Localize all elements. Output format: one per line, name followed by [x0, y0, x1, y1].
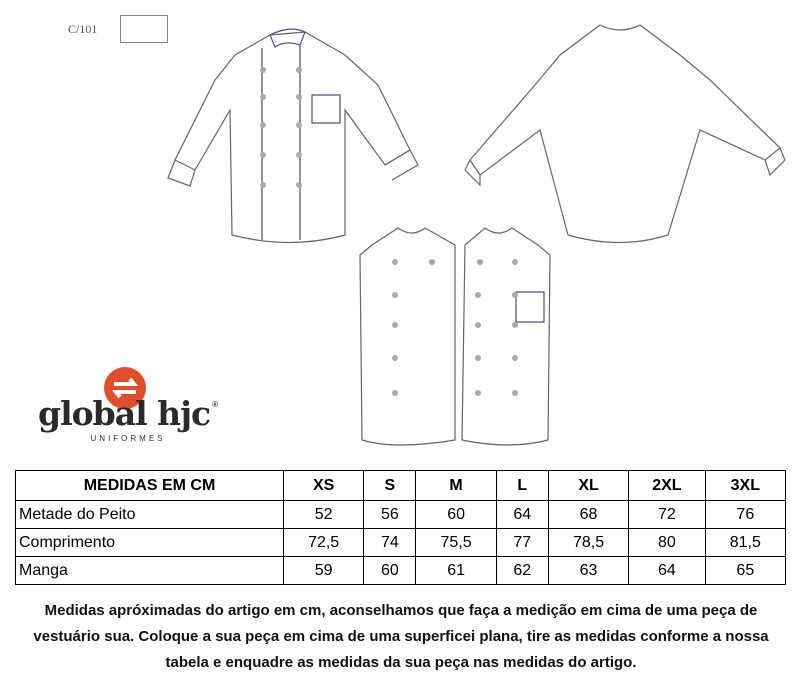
cell: 78,5 — [547, 528, 630, 557]
cell: 74 — [363, 528, 417, 557]
cell: 60 — [363, 556, 417, 585]
back-jacket-drawing — [464, 24, 786, 244]
garment-technical-drawing — [167, 24, 786, 446]
cell: 76 — [704, 500, 787, 529]
cell: 61 — [415, 556, 497, 585]
table-row: Comprimento 72,5 74 75,5 77 78,5 80 81,5 — [15, 528, 787, 557]
cell: 81,5 — [704, 528, 787, 557]
logo-registered-mark: ® — [212, 400, 219, 409]
front-jacket-drawing — [167, 28, 419, 244]
cell: 80 — [628, 528, 706, 557]
table-header-row: MEDIDAS EM CM XS S M L XL 2XL 3XL — [15, 470, 787, 501]
cell: 64 — [628, 556, 706, 585]
drawing-code: C/101 — [68, 22, 98, 36]
cell: 59 — [282, 556, 365, 585]
row-label: Metade do Peito — [15, 500, 284, 529]
cell: 72,5 — [282, 528, 365, 557]
row-label: Manga — [15, 556, 284, 585]
cell: 75,5 — [415, 528, 497, 557]
logo-subtitle: UNIFORMES — [90, 434, 166, 443]
header-cell: MEDIDAS EM CM — [15, 470, 284, 501]
table-row: Metade do Peito 52 56 60 64 68 72 76 — [15, 500, 787, 529]
cell: 68 — [547, 500, 630, 529]
cell: 77 — [495, 528, 549, 557]
logo-mark — [104, 367, 146, 409]
header-cell: 2XL — [628, 470, 706, 501]
cell: 56 — [363, 500, 417, 529]
header-cell: XS — [282, 470, 365, 501]
header-cell: L — [495, 470, 549, 501]
cell: 65 — [704, 556, 787, 585]
cell: 72 — [628, 500, 706, 529]
cell: 64 — [495, 500, 549, 529]
header-cell: S — [363, 470, 417, 501]
vest-drawings — [359, 227, 551, 446]
code-box — [120, 15, 168, 43]
table-row: Manga 59 60 61 62 63 64 65 — [15, 556, 787, 585]
logo-row: global hjc ® — [38, 396, 218, 432]
row-label: Comprimento — [15, 528, 284, 557]
header-cell: M — [415, 470, 497, 501]
measurement-note: Medidas apróximadas do artigo em cm, aco… — [33, 602, 769, 671]
cell: 63 — [547, 556, 630, 585]
cell: 60 — [415, 500, 497, 529]
logo-name: global hjc — [38, 394, 211, 433]
header-cell: 3XL — [704, 470, 787, 501]
header-cell: XL — [547, 470, 630, 501]
cell: 62 — [495, 556, 549, 585]
size-table: MEDIDAS EM CM XS S M L XL 2XL 3XL Metade… — [15, 470, 787, 585]
cell: 52 — [282, 500, 365, 529]
logo: global hjc ® UNIFORMES — [38, 396, 218, 444]
